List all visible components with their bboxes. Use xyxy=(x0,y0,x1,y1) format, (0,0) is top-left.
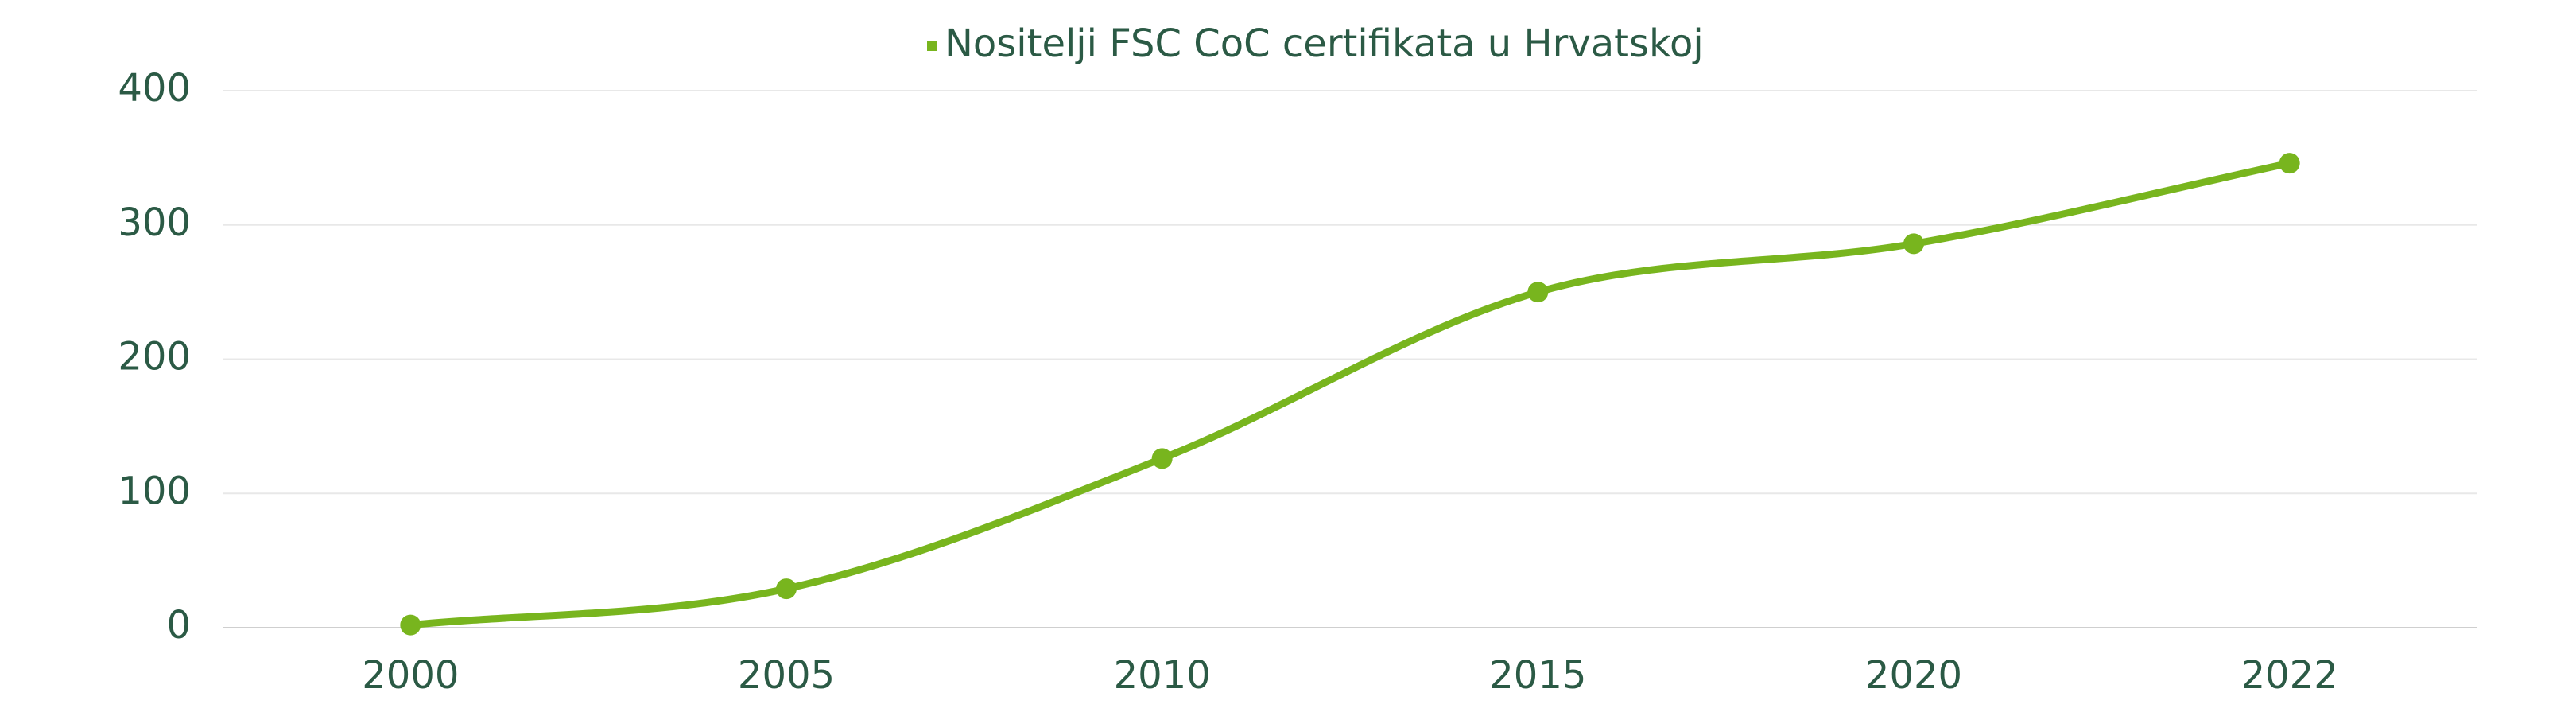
data-point xyxy=(2279,153,2300,174)
x-tick-label: 2010 xyxy=(1114,653,1211,698)
x-tick-label: 2015 xyxy=(1489,653,1586,698)
data-point xyxy=(1151,448,1173,469)
y-tick-label: 100 xyxy=(118,469,191,513)
data-point xyxy=(1903,233,1924,255)
legend-label: Nositelji FSC CoC certifikata u Hrvatsko… xyxy=(945,21,1704,66)
x-tick-label: 2022 xyxy=(2241,653,2338,698)
y-tick-label: 0 xyxy=(166,603,191,648)
x-tick-label: 2020 xyxy=(1865,653,1962,698)
y-tick-label: 200 xyxy=(118,335,191,379)
data-point xyxy=(1527,282,1549,303)
y-tick-label: 300 xyxy=(118,200,191,245)
x-tick-label: 2005 xyxy=(738,653,835,698)
series-line xyxy=(406,159,2294,629)
y-tick-label: 400 xyxy=(118,66,191,111)
data-point xyxy=(776,578,797,600)
data-point xyxy=(400,614,421,636)
x-tick-label: 2000 xyxy=(362,653,459,698)
legend-marker xyxy=(927,41,937,51)
